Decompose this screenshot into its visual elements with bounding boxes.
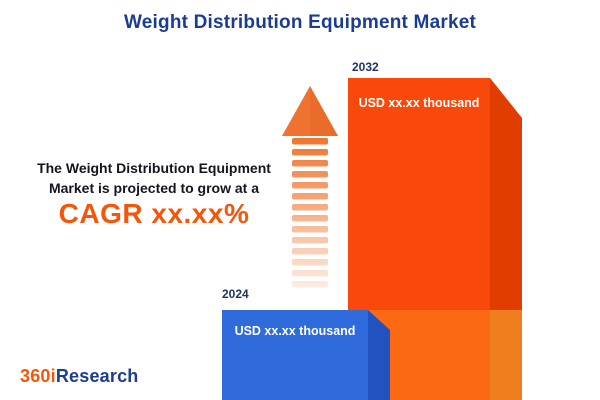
brand-logo: 360iResearch [20, 366, 139, 387]
bar-2032-front [348, 78, 490, 310]
bar-2024-year-label: 2024 [222, 287, 249, 301]
growth-arrow-head [282, 86, 338, 136]
annotation-line-2: Market is projected to grow at a [48, 180, 260, 196]
page-title: Weight Distribution Equipment Market [123, 12, 477, 33]
growth-arrow-head-shade [310, 86, 338, 136]
cagr-value: CAGR xx.xx% [58, 198, 250, 229]
bar-2032-side-base [490, 310, 522, 400]
bar-2032-side [490, 78, 522, 310]
brand-logo-suffix: Research [55, 366, 139, 386]
bar-2032-year-label: 2032 [352, 60, 379, 74]
bar-2024-side [368, 310, 390, 400]
bar-2032-value-label: USD xx.xx thousand [358, 96, 480, 110]
growth-arrow-shaft [292, 138, 328, 288]
growth-annotation: The Weight Distribution Equipment Market… [4, 158, 304, 229]
brand-logo-prefix: 360i [20, 366, 56, 386]
bar-2024-value-label: USD xx.xx thousand [234, 324, 356, 338]
annotation-line-1: The Weight Distribution Equipment [37, 160, 271, 176]
bar-2024-front [222, 310, 368, 400]
